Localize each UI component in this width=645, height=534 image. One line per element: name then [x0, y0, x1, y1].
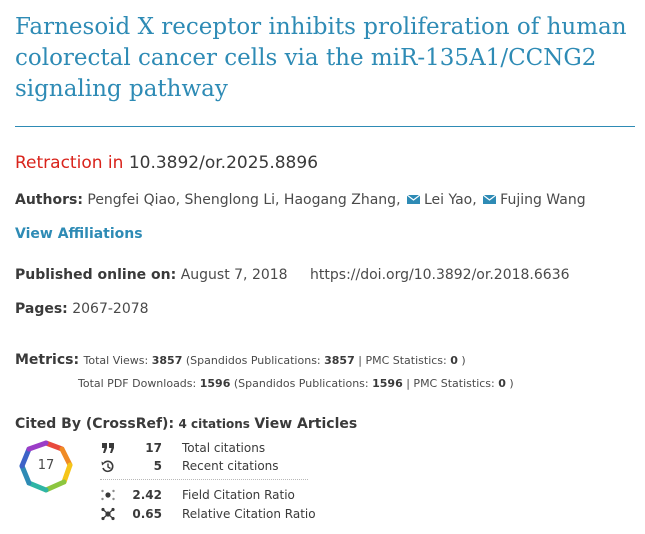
field-citation-ratio-label: Field Citation Ratio [182, 488, 295, 502]
cited-by-label: Cited By (CrossRef): [15, 416, 175, 432]
dimensions-badge-icon [19, 440, 73, 493]
relative-citation-ratio-value: 0.65 [132, 507, 162, 521]
view-affiliations-link[interactable]: View Affiliations [15, 226, 143, 242]
dimensions-badge[interactable]: 17 [15, 437, 77, 497]
retraction-label: Retraction in [15, 153, 124, 173]
published-row: Published online on: August 7, 2018 http… [15, 266, 570, 284]
published-date: August 7, 2018 [180, 267, 288, 283]
history-icon [101, 460, 114, 473]
metrics-row: Metrics: Total Views: 3857 (Spandidos Pu… [15, 351, 466, 370]
view-articles-link[interactable]: View Articles [254, 416, 358, 432]
envelope-icon[interactable] [406, 195, 420, 204]
article-doi-link[interactable]: https://doi.org/10.3892/or.2018.6636 [310, 267, 570, 283]
relative-ratio-icon [101, 507, 115, 521]
total-citations-value: 17 [145, 441, 162, 455]
quote-icon [102, 443, 114, 453]
author-corresponding-2[interactable]: Fujing Wang [500, 192, 586, 208]
retraction-notice: Retraction in 10.3892/or.2025.8896 [15, 152, 318, 174]
metrics-divider [100, 479, 308, 480]
dimensions-badge-number: 17 [37, 458, 55, 473]
pages-row: Pages: 2067-2078 [15, 300, 149, 318]
pages-range: 2067-2078 [72, 301, 149, 317]
envelope-icon[interactable] [483, 195, 497, 204]
cited-by-row: Cited By (CrossRef): 4 citations View Ar… [15, 415, 357, 433]
cited-by-count: 4 citations [178, 417, 250, 431]
total-pdf-downloads: Total PDF Downloads: 1596 (Spandidos Pub… [78, 377, 514, 390]
total-views: Total Views: 3857 (Spandidos Publication… [83, 354, 466, 367]
retraction-doi-link[interactable]: 10.3892/or.2025.8896 [128, 153, 319, 173]
authors-names: Pengfei Qiao, Shenglong Li, Haogang Zhan… [87, 192, 401, 208]
recent-citations-label: Recent citations [182, 459, 279, 473]
article-title: Farnesoid X receptor inhibits proliferat… [15, 14, 627, 102]
author-corresponding-1[interactable]: Lei Yao, [423, 192, 477, 208]
published-label: Published online on: [15, 267, 177, 283]
authors-label: Authors: [15, 192, 83, 208]
relative-citation-ratio-label: Relative Citation Ratio [182, 507, 316, 521]
field-ratio-icon [101, 489, 115, 501]
metrics-label: Metrics: [15, 352, 80, 368]
pages-label: Pages: [15, 301, 68, 317]
total-citations-label: Total citations [182, 441, 266, 455]
title-divider [15, 126, 635, 127]
field-citation-ratio-value: 2.42 [132, 488, 162, 502]
recent-citations-value: 5 [153, 459, 162, 473]
authors-row: Authors: Pengfei Qiao, Shenglong Li, Hao… [15, 191, 586, 209]
